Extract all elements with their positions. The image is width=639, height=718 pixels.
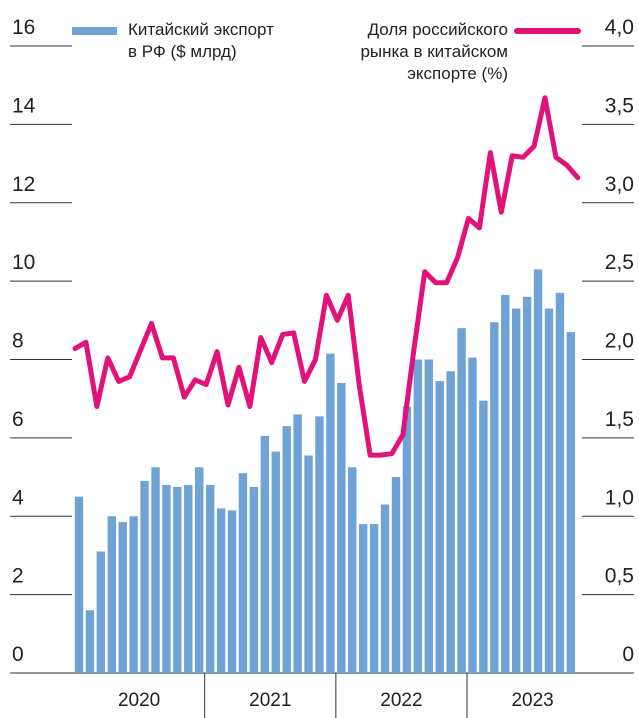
bar	[326, 353, 335, 673]
x-group-label: 2021	[249, 690, 291, 711]
legend-swatch	[72, 27, 117, 35]
bar	[501, 294, 510, 673]
y2-tick-label: 0	[622, 643, 634, 666]
bar	[140, 480, 149, 673]
bar	[522, 296, 532, 673]
bar	[205, 484, 215, 673]
bar	[304, 455, 313, 673]
y-tick-label: 12	[12, 173, 35, 196]
bar	[402, 406, 412, 673]
bar	[129, 516, 138, 673]
bar	[446, 371, 455, 673]
bar	[348, 467, 357, 673]
bar	[118, 522, 127, 673]
y2-tick-label: 3,5	[605, 94, 634, 117]
bar	[271, 451, 280, 673]
line	[72, 95, 581, 458]
y2-tick-label: 1,0	[605, 486, 634, 509]
bar	[566, 332, 576, 673]
bar	[380, 504, 390, 673]
y-tick-label: 10	[12, 251, 35, 274]
bar	[555, 292, 565, 673]
bar	[337, 383, 346, 673]
bar	[173, 486, 182, 673]
bar	[227, 510, 237, 673]
bar	[162, 484, 171, 673]
y2-tick-label: 1,5	[605, 408, 634, 431]
y-tick-label: 4	[12, 486, 24, 509]
bar	[435, 381, 444, 673]
bar	[369, 524, 379, 673]
bar	[216, 508, 226, 673]
bar	[512, 308, 521, 673]
bar	[544, 308, 554, 673]
y2-tick-label: 4,0	[605, 16, 634, 39]
bar	[249, 486, 259, 673]
bar	[424, 359, 433, 673]
bar	[96, 551, 106, 673]
bar	[533, 269, 543, 673]
x-group-label: 2022	[380, 690, 422, 711]
bar	[391, 477, 401, 673]
bar	[195, 467, 204, 673]
bar	[85, 610, 95, 673]
bar	[457, 328, 466, 673]
y-tick-label: 8	[12, 330, 24, 353]
y-tick-label: 6	[12, 408, 24, 431]
y2-tick-label: 3,0	[605, 173, 634, 196]
bar	[238, 473, 248, 673]
bar	[490, 322, 499, 673]
bar	[74, 496, 84, 673]
y2-tick-label: 0,5	[605, 565, 634, 588]
bar	[315, 416, 324, 673]
bar	[282, 426, 291, 673]
bar	[107, 516, 116, 673]
y-tick-label: 14	[12, 94, 36, 117]
bar	[468, 357, 477, 673]
bar	[413, 359, 423, 673]
legend-line-label: Доля российского рынка в китайском экспо…	[360, 20, 508, 83]
x-group-label: 2023	[511, 690, 553, 711]
y2-tick-label: 2,5	[605, 251, 634, 274]
bar	[184, 484, 193, 673]
bar	[479, 400, 488, 673]
bar	[358, 524, 368, 673]
y-tick-label: 2	[12, 565, 24, 588]
y-tick-label: 0	[12, 643, 24, 666]
bar	[260, 435, 270, 673]
y-tick-label: 16	[12, 16, 35, 39]
x-group-label: 2020	[118, 690, 160, 711]
y2-tick-label: 2,0	[605, 330, 634, 353]
bar	[151, 467, 160, 673]
bar	[293, 414, 302, 673]
legend-bar-label: Китайский экспорт в РФ ($ млрд)	[128, 20, 274, 61]
